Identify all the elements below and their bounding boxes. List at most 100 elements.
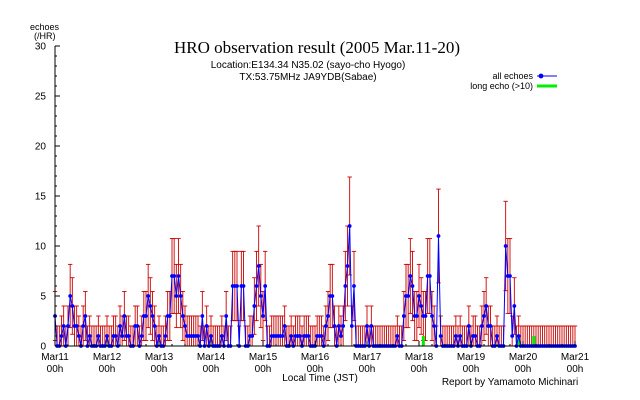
data-point bbox=[183, 324, 187, 328]
data-point bbox=[352, 284, 356, 288]
data-point bbox=[180, 314, 185, 318]
axes bbox=[54, 45, 576, 347]
data-point bbox=[135, 324, 140, 328]
x-tick-sublabel: 00h bbox=[151, 364, 168, 375]
data-point bbox=[423, 314, 428, 318]
data-point bbox=[508, 274, 512, 278]
data-point bbox=[113, 334, 118, 338]
data-point bbox=[87, 334, 92, 338]
data-point bbox=[323, 324, 328, 328]
data-point bbox=[330, 294, 335, 298]
data-point bbox=[235, 284, 239, 288]
data-point bbox=[178, 294, 183, 298]
long-echo-bar bbox=[532, 336, 536, 346]
long-echo-bar bbox=[421, 336, 425, 346]
all-echoes-points bbox=[53, 224, 577, 348]
data-point bbox=[200, 314, 205, 318]
data-point bbox=[458, 334, 463, 338]
data-point bbox=[484, 304, 489, 308]
data-point bbox=[152, 324, 157, 328]
data-point bbox=[146, 294, 151, 298]
y-axis-label-line-1: echoes bbox=[30, 22, 60, 32]
data-point bbox=[204, 324, 209, 328]
x-tick-sublabel: 00h bbox=[255, 364, 272, 375]
data-point bbox=[167, 314, 172, 318]
data-point bbox=[144, 314, 148, 318]
data-point bbox=[219, 334, 224, 338]
x-tick-label: Mar17 bbox=[353, 352, 382, 363]
data-point bbox=[401, 314, 406, 318]
data-point bbox=[414, 314, 419, 318]
data-point bbox=[261, 314, 265, 318]
legend: all echoes long echo (>10) bbox=[470, 71, 557, 91]
data-point bbox=[369, 324, 374, 328]
x-tick-label: Mar13 bbox=[145, 352, 174, 363]
data-point bbox=[81, 324, 86, 328]
error-bars bbox=[52, 176, 578, 346]
data-point bbox=[96, 334, 101, 338]
data-point bbox=[66, 324, 70, 328]
x-tick-label: Mar16 bbox=[301, 352, 330, 363]
data-point bbox=[510, 334, 515, 338]
data-point bbox=[406, 294, 411, 298]
y-tick-label: 0 bbox=[40, 342, 46, 353]
legend-marker-all-echoes bbox=[538, 73, 544, 79]
legend-label-long-echo: long echo (>10) bbox=[470, 81, 533, 91]
data-point bbox=[61, 324, 66, 328]
data-point bbox=[473, 334, 478, 338]
data-point bbox=[176, 274, 181, 278]
data-point bbox=[76, 334, 81, 338]
x-tick-sublabel: 00h bbox=[307, 364, 324, 375]
data-point bbox=[209, 334, 213, 338]
x-tick-sublabel: 00h bbox=[515, 364, 532, 375]
data-point bbox=[250, 334, 255, 338]
x-tick-label: Mar11 bbox=[41, 352, 69, 363]
x-tick-label: Mar15 bbox=[249, 352, 278, 363]
x-axis-label: Local Time (JST) bbox=[282, 373, 358, 384]
data-point bbox=[427, 274, 432, 278]
data-point bbox=[503, 244, 508, 248]
data-point bbox=[196, 334, 200, 338]
data-point bbox=[157, 334, 161, 338]
tick-labels: 051015202530Mar1100hMar1200hMar1300hMar1… bbox=[35, 42, 590, 376]
data-point bbox=[139, 334, 144, 338]
data-point bbox=[174, 294, 179, 298]
data-point bbox=[150, 314, 155, 318]
data-point bbox=[432, 324, 437, 328]
data-point bbox=[252, 304, 257, 308]
data-point bbox=[224, 314, 229, 318]
data-point bbox=[417, 294, 421, 298]
data-point bbox=[263, 284, 268, 288]
data-point bbox=[118, 324, 122, 328]
x-tick-label: Mar21 bbox=[561, 352, 590, 363]
x-tick-sublabel: 00h bbox=[47, 364, 64, 375]
data-point bbox=[282, 324, 287, 328]
data-point bbox=[70, 304, 75, 308]
data-point bbox=[419, 304, 424, 308]
data-point bbox=[332, 324, 337, 328]
data-point bbox=[410, 284, 415, 288]
y-tick-label: 30 bbox=[35, 42, 47, 53]
data-point bbox=[289, 334, 294, 338]
data-point bbox=[488, 324, 493, 328]
y-tick-label: 20 bbox=[35, 142, 47, 153]
data-point bbox=[430, 314, 434, 318]
y-tick-label: 15 bbox=[35, 192, 47, 203]
data-point bbox=[408, 274, 413, 278]
data-point bbox=[512, 304, 517, 308]
long-echo-bar bbox=[517, 336, 521, 346]
data-point bbox=[453, 334, 458, 338]
data-point bbox=[254, 284, 259, 288]
data-point bbox=[349, 324, 354, 328]
data-point bbox=[482, 314, 486, 318]
y-tick-label: 25 bbox=[35, 92, 47, 103]
data-point bbox=[83, 314, 88, 318]
data-point bbox=[256, 264, 261, 268]
data-point bbox=[479, 324, 484, 328]
data-point bbox=[105, 334, 109, 338]
x-tick-label: Mar19 bbox=[457, 352, 486, 363]
chart-subtitle-line-2: TX:53.75MHz JA9YDB(Sabae) bbox=[239, 72, 376, 83]
data-point bbox=[120, 334, 125, 338]
x-tick-sublabel: 00h bbox=[359, 364, 376, 375]
